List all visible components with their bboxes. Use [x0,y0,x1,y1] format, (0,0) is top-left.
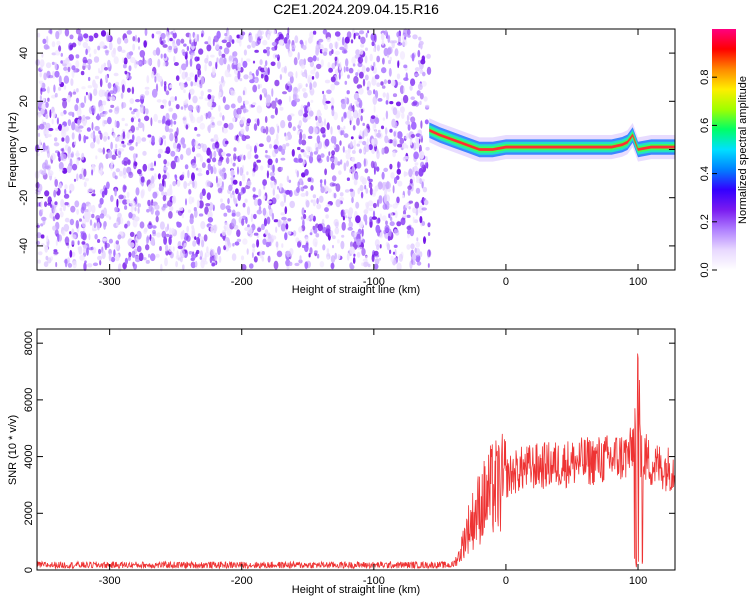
snr-y-tick-label: 0 [23,567,35,573]
snr-y-tick-label: 6000 [23,388,35,412]
spectrogram-x-axis-label: Height of straight line (km) [292,284,420,296]
spectrogram-plot-area [34,27,675,272]
spectrogram-x-tick-label: 0 [503,276,509,288]
snr-panel: 0 2000 4000 6000 8000 -300 -200 -100 0 100 Heigh… [7,328,676,596]
noise-speckle [34,27,432,272]
colorbar-tick-label: 0.0 [699,262,711,277]
spectrogram-x-tick-label: -100 [363,276,385,288]
snr-x-axis-label: Height of straight line (km) [292,584,420,596]
spectrogram-x-tick-label: -200 [231,276,253,288]
colorbar-gradient [712,29,736,270]
spectrogram-x-tick-label: 100 [629,276,647,288]
colorbar-tick-label: 0.2 [699,214,711,229]
spectrogram-x-ticks: -300 -200 -100 0 100 [99,29,647,288]
snr-series-line [36,353,676,570]
spectrogram-y-tick-label: -20 [18,190,30,206]
snr-y-ticks: 0 2000 4000 6000 8000 [23,331,675,573]
colorbar: 0.0 0.2 0.4 0.6 0.8 Normalized spectral ampl… [699,29,749,278]
colorbar-label: Normalized spectral amplitude [737,76,749,224]
spectrogram-x-tick-label: -300 [99,276,121,288]
snr-frame [36,328,676,571]
snr-y-tick-label: 4000 [23,444,35,468]
spectrogram-y-tick-label: 0 [18,146,30,152]
snr-x-tick-label: -100 [363,575,385,587]
colorbar-ticks: 0.0 0.2 0.4 0.6 0.8 [699,70,717,278]
colorbar-tick-label: 0.4 [699,166,711,181]
spectrogram-y-tick-label: -40 [18,238,30,254]
spectrogram-y-ticks: -40 -20 0 20 40 [18,47,675,254]
spectrogram-y-tick-label: 20 [18,95,30,107]
snr-x-tick-label: 100 [629,575,647,587]
snr-y-tick-label: 8000 [23,331,35,355]
colorbar-tick-label: 0.8 [699,70,711,85]
snr-x-ticks: -300 -200 -100 0 100 [99,329,647,587]
signal-band-core [429,128,675,151]
snr-x-tick-label: 0 [503,575,509,587]
spectrogram-y-axis-label: Frequency (Hz) [7,112,19,188]
colorbar-tick-label: 0.6 [699,118,711,133]
snr-x-tick-label: -300 [99,575,121,587]
snr-y-tick-label: 2000 [23,501,35,525]
snr-x-tick-label: -200 [231,575,253,587]
spectrogram-y-tick-label: 40 [18,47,30,59]
snr-y-axis-label: SNR (10 * v/v) [7,415,19,485]
chart-title: C2E1.2024.209.04.15.R16 [273,1,439,17]
